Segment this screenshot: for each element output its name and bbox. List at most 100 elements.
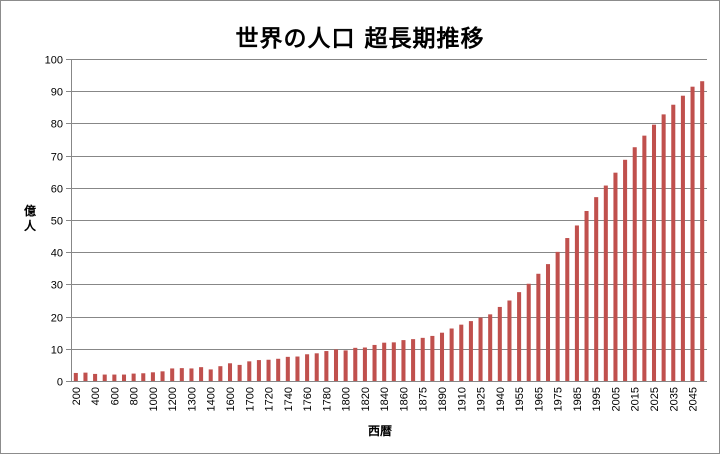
bar bbox=[584, 210, 589, 381]
x-tick-label: 1000 bbox=[148, 387, 160, 411]
bar bbox=[179, 368, 184, 381]
bar bbox=[430, 335, 435, 381]
y-tick-label: 90 bbox=[51, 87, 63, 99]
y-tick-label: 40 bbox=[51, 248, 63, 260]
bar bbox=[671, 104, 676, 381]
bar bbox=[333, 349, 339, 381]
x-tick-label: 1400 bbox=[206, 387, 218, 411]
bar bbox=[131, 373, 136, 381]
bar bbox=[545, 264, 551, 381]
bar bbox=[526, 283, 531, 381]
bar bbox=[102, 374, 107, 381]
bar bbox=[574, 225, 579, 381]
bar bbox=[314, 353, 319, 381]
bar bbox=[449, 328, 454, 381]
x-tick-label: 2015 bbox=[630, 387, 642, 411]
bar bbox=[517, 292, 522, 381]
bar bbox=[112, 374, 117, 381]
bar bbox=[391, 342, 396, 381]
x-tick-label: 1840 bbox=[379, 387, 391, 411]
x-tick-label: 1700 bbox=[244, 387, 256, 411]
x-tick-label: 1760 bbox=[302, 387, 314, 411]
x-tick-label: 1965 bbox=[533, 387, 545, 411]
bar bbox=[353, 347, 358, 381]
bar bbox=[160, 371, 165, 381]
bar bbox=[141, 373, 146, 381]
y-tick-label: 70 bbox=[51, 152, 63, 164]
x-tick-label: 600 bbox=[109, 387, 121, 405]
bar bbox=[237, 364, 242, 381]
x-tick-label: 1875 bbox=[418, 387, 430, 411]
bar bbox=[690, 86, 695, 381]
x-tick-label: 1890 bbox=[437, 387, 449, 411]
bar bbox=[488, 314, 493, 381]
bar bbox=[372, 344, 377, 381]
bar bbox=[362, 347, 367, 381]
x-tick-label: 1955 bbox=[514, 387, 526, 411]
bar bbox=[661, 114, 666, 381]
x-tick-label: 1820 bbox=[360, 387, 372, 411]
y-tick-label: 0 bbox=[57, 377, 63, 389]
bar bbox=[555, 251, 560, 381]
y-tick-label: 60 bbox=[51, 184, 63, 196]
bar bbox=[93, 373, 98, 381]
bar bbox=[121, 374, 127, 381]
bar bbox=[623, 159, 628, 381]
bar bbox=[613, 172, 618, 381]
bar bbox=[497, 306, 502, 381]
bar bbox=[305, 354, 310, 381]
x-tick-label: 800 bbox=[129, 387, 141, 405]
x-axis-label: 西暦 bbox=[367, 424, 392, 438]
bar bbox=[73, 372, 78, 381]
bar bbox=[632, 147, 637, 381]
bar bbox=[150, 372, 155, 381]
bar bbox=[459, 324, 464, 381]
bar bbox=[208, 369, 213, 381]
chart-title: 世界の人口 超長期推移 bbox=[235, 26, 485, 52]
bar bbox=[603, 185, 608, 381]
bar bbox=[411, 339, 416, 381]
y-tick-label: 20 bbox=[51, 313, 63, 325]
bar bbox=[276, 358, 281, 381]
bar bbox=[507, 300, 512, 381]
x-tick-label: 400 bbox=[90, 387, 102, 405]
bar bbox=[227, 363, 233, 381]
y-tick-label: 80 bbox=[51, 119, 63, 131]
x-tick-label: 2035 bbox=[668, 387, 680, 411]
x-tick-label: 1200 bbox=[167, 387, 179, 411]
x-tick-label: 1985 bbox=[572, 387, 584, 411]
x-tick-label: 1910 bbox=[456, 387, 468, 411]
x-tick-label: 1860 bbox=[398, 387, 410, 411]
bar bbox=[83, 372, 88, 381]
bar bbox=[401, 340, 406, 381]
x-tick-label: 2025 bbox=[649, 387, 661, 411]
x-tick-label: 1600 bbox=[225, 387, 237, 411]
bar bbox=[295, 356, 300, 381]
y-tick-label: 100 bbox=[45, 55, 63, 67]
bar bbox=[324, 351, 329, 381]
bar bbox=[594, 197, 599, 381]
bar bbox=[565, 238, 570, 381]
bar bbox=[199, 367, 204, 381]
x-tick-label: 200 bbox=[71, 387, 83, 405]
x-tick-label: 1740 bbox=[283, 387, 295, 411]
bar bbox=[700, 81, 705, 381]
bar bbox=[382, 342, 387, 381]
y-axis-label: 億人 bbox=[23, 204, 36, 233]
bar bbox=[420, 337, 425, 381]
x-tick-label: 1800 bbox=[341, 387, 353, 411]
bar bbox=[170, 368, 175, 381]
bar bbox=[468, 321, 473, 381]
bar bbox=[680, 95, 685, 382]
x-tick-label: 1925 bbox=[476, 387, 488, 411]
bar bbox=[478, 317, 483, 381]
bar bbox=[189, 368, 194, 381]
x-tick-label: 1940 bbox=[495, 387, 507, 411]
y-tick-label: 50 bbox=[51, 216, 63, 228]
x-tick-label: 1780 bbox=[321, 387, 333, 411]
x-tick-label: 2005 bbox=[610, 387, 622, 411]
bar bbox=[651, 124, 657, 381]
x-tick-label: 1975 bbox=[553, 387, 565, 411]
